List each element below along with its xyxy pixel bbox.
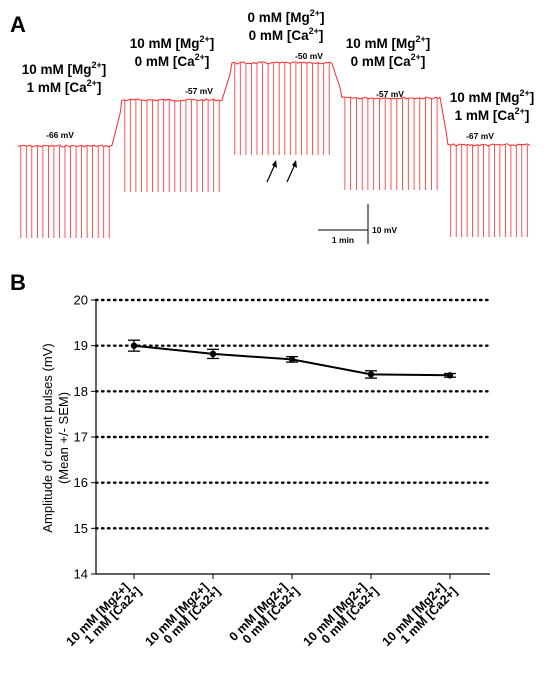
data-point (446, 372, 454, 379)
arrow-1-head (272, 160, 277, 168)
y-tick-label: 18 (74, 384, 88, 399)
arrow-markers (266, 160, 297, 183)
condition-mg-label: 10 mM [Mg2+] (450, 88, 535, 105)
y-tick-label: 19 (74, 338, 88, 353)
resting-potential-label: -66 mV (46, 130, 74, 140)
condition-ca-label: 0 mM [Ca2+] (351, 52, 426, 69)
chart-axes: 14 15 16 17 18 19 20 (74, 293, 490, 582)
y-tick-label: 14 (74, 567, 88, 582)
condition-mg-label: 10 mM [Mg2+] (346, 34, 431, 51)
resting-potential-label: -57 mV (376, 89, 404, 99)
scale-bar: 1 min 10 mV (318, 204, 397, 245)
condition-ca-label: 0 mM [Ca2+] (249, 26, 324, 43)
data-point (209, 350, 217, 358)
condition-mg-label: 0 mM [Mg2+] (247, 8, 324, 25)
condition-ca-label: 1 mM [Ca2+] (27, 78, 102, 95)
resting-potential-label: -67 mV (466, 131, 494, 141)
resting-potential-label: -57 mV (185, 86, 213, 96)
resting-potential-label: -50 mV (295, 51, 323, 61)
condition-ca-label: 0 mM [Ca2+] (135, 52, 210, 69)
x-category-labels: 10 mM [Mg2+]1 mM [Ca2+]10 mM [Mg2+]0 mM … (64, 580, 461, 649)
y-tick-label: 20 (74, 293, 88, 308)
condition-ca-label: 1 mM [Ca2+] (455, 106, 530, 123)
y-tick-label: 15 (74, 521, 88, 536)
y-axis-label-line2: (Mean +/- SEM) (56, 392, 71, 484)
trace-baseline (17, 61, 531, 148)
condition-mg-label: 10 mM [Mg2+] (22, 60, 107, 77)
chart-series (128, 339, 456, 379)
data-point (288, 356, 296, 363)
arrow-2-head (292, 160, 297, 168)
scale-voltage-label: 10 mV (372, 225, 397, 235)
y-tick-label: 17 (74, 430, 88, 445)
y-axis-label-line1: Amplitude of current pulses (mV) (40, 343, 55, 532)
data-point (367, 371, 375, 378)
panel-a-letter: A (10, 12, 26, 37)
condition-mg-label: 10 mM [Mg2+] (130, 34, 215, 51)
scale-time-label: 1 min (332, 235, 354, 245)
panel-b-letter: B (10, 270, 26, 295)
y-tick-label: 16 (74, 475, 88, 490)
data-point (130, 342, 138, 349)
membrane-potential-trace (17, 61, 531, 238)
chart-gridlines (94, 298, 492, 530)
